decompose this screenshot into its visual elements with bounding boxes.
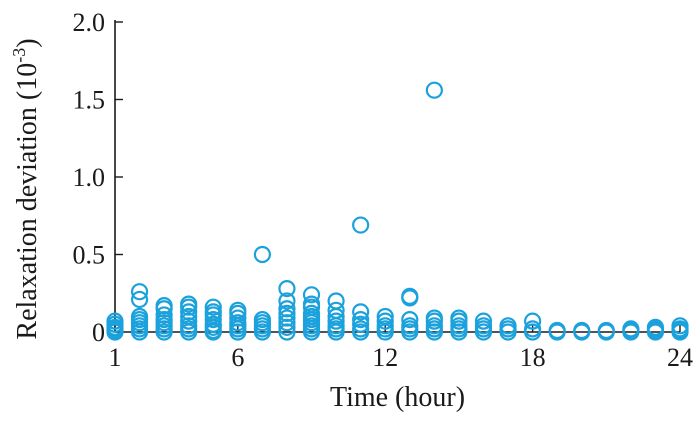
data-point [352, 303, 370, 321]
data-point [352, 311, 370, 329]
y-tick-label: 0.5 [73, 241, 106, 270]
data-point [155, 306, 173, 324]
data-point [204, 303, 222, 321]
data-point [278, 280, 296, 298]
y-axis-title-exponent: -3 [9, 48, 29, 63]
data-point [155, 297, 173, 315]
data-point [204, 311, 222, 329]
y-tick-label: 2.0 [73, 8, 106, 37]
y-axis-title: Relaxation deviation (10-3) [9, 38, 43, 339]
data-point [376, 317, 394, 335]
data-point [622, 320, 640, 338]
x-tick-label: 12 [372, 343, 398, 372]
data-point [180, 295, 198, 313]
data-point [352, 315, 370, 333]
y-tick-label: 1.0 [73, 163, 106, 192]
axis-labels: Time (hour) Relaxation deviation (10-3) [9, 38, 465, 413]
axes: 0 0.5 1.0 1.5 2.0 1 6 12 18 24 [73, 8, 694, 372]
y-axis-title-suffix: ) [12, 38, 43, 47]
data-point [425, 309, 443, 327]
data-point [352, 216, 370, 234]
data-point [425, 81, 443, 99]
data-point [204, 298, 222, 316]
data-point [180, 307, 198, 326]
data-point [352, 320, 370, 338]
x-tick-label: 18 [520, 343, 546, 372]
data-point [499, 317, 517, 335]
data-point [450, 317, 468, 335]
y-axis-title-main: Relaxation deviation (10 [12, 63, 43, 340]
data-point [130, 290, 149, 309]
y-tick-label: 0 [92, 318, 105, 347]
data-point [278, 309, 296, 327]
data-point [401, 311, 419, 329]
data-point [425, 317, 443, 335]
data-point [180, 303, 198, 321]
data-point [278, 292, 296, 310]
data-point [204, 315, 222, 333]
data-point [327, 292, 345, 310]
x-tick-label: 6 [231, 343, 244, 372]
data-point [302, 286, 321, 304]
data-point [474, 317, 493, 335]
y-tick-label: 1.5 [73, 86, 106, 115]
data-point [253, 245, 271, 264]
data-point [278, 300, 296, 318]
data-point [401, 287, 419, 305]
data-point [524, 312, 542, 330]
data-point [474, 312, 493, 330]
data-point [646, 318, 665, 336]
data-point [229, 314, 247, 332]
data-point [450, 309, 468, 327]
data-points [106, 81, 689, 341]
data-point [327, 301, 345, 319]
data-point [130, 283, 149, 301]
data-point [302, 295, 321, 313]
data-point [401, 317, 419, 335]
data-point [106, 312, 124, 330]
data-point [573, 321, 591, 340]
data-point [671, 317, 689, 335]
x-tick-label: 1 [109, 343, 122, 372]
data-point [327, 312, 345, 330]
data-point [229, 301, 247, 319]
data-point [278, 304, 296, 322]
x-axis-title: Time (hour) [330, 382, 465, 413]
x-tick-label: 24 [667, 343, 693, 372]
data-point [302, 304, 321, 322]
data-point [376, 307, 394, 326]
data-point [597, 321, 615, 340]
data-point [524, 320, 542, 338]
data-point [229, 309, 247, 327]
data-point [253, 311, 271, 329]
data-point [130, 307, 149, 326]
data-point [548, 321, 566, 340]
data-point [376, 312, 394, 330]
